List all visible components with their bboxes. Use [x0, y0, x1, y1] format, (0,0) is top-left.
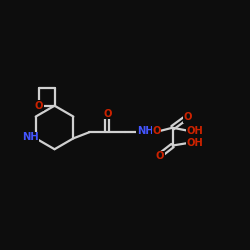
Text: NH: NH [22, 132, 38, 142]
Text: O: O [34, 101, 43, 111]
Text: NH: NH [137, 126, 154, 136]
Text: O: O [152, 126, 161, 136]
Text: OH: OH [186, 138, 203, 148]
Text: O: O [183, 112, 192, 122]
Text: OH: OH [186, 126, 203, 136]
Text: O: O [156, 151, 164, 161]
Text: O: O [104, 109, 112, 119]
